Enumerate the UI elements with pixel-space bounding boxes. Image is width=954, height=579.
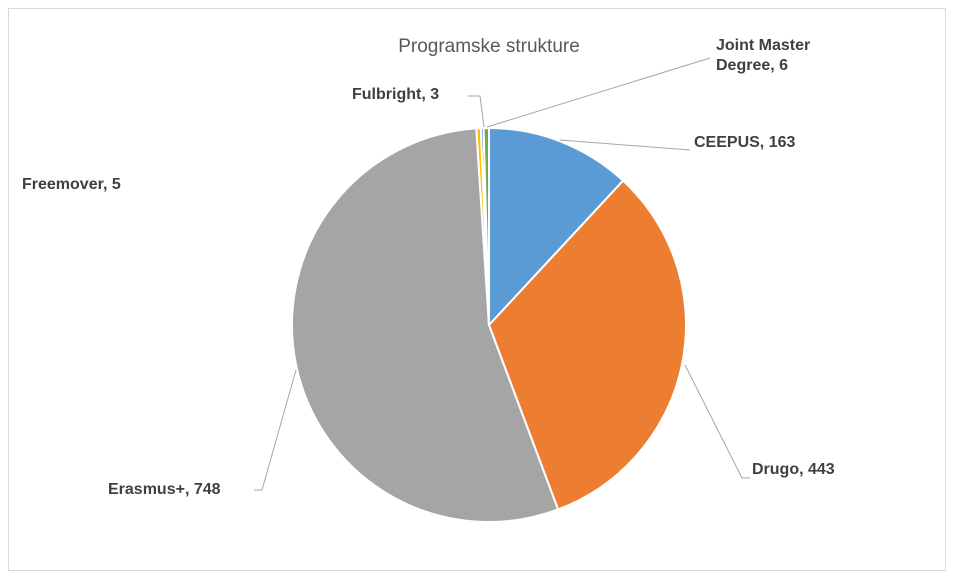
data-label: Freemover, 5 [22,176,121,193]
data-label: Drugo, 443 [752,461,835,478]
pie-slice [487,179,687,511]
pie-slice [482,126,490,326]
leader-line [468,95,485,128]
data-label: CEEPUS, 163 [694,134,796,151]
data-label: Fulbright, 3 [352,86,440,103]
pie-slice [291,127,560,523]
pie-slice [488,126,625,328]
leader-line [559,139,691,151]
data-label: Joint Master Degree, 6 [716,37,811,74]
leader-line [486,57,711,128]
leader-line [254,369,297,491]
leader-line [684,364,750,479]
chart-title: Programske strukture [398,36,580,57]
data-label: Erasmus+, 748 [108,481,221,498]
